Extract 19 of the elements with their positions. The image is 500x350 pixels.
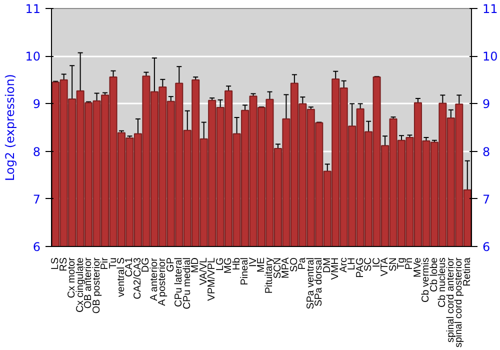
x-tick-label: A posterior [157, 257, 168, 306]
x-tick-label: Pituitary [264, 258, 276, 294]
y-tick-label: 8 [32, 144, 41, 159]
y2-tick-label: 7 [482, 192, 490, 206]
y2-tick-label: 10 [482, 50, 498, 64]
y2-tick-label: 8 [482, 144, 490, 159]
y-tick-label: 9 [32, 97, 41, 112]
y2-tick-label: 9 [482, 97, 490, 112]
y-tick-label: 11 [25, 2, 41, 16]
x-tick-label: ME [256, 257, 267, 272]
y-tick-label: 7 [32, 192, 41, 206]
y2-tick-label: 6 [482, 240, 490, 254]
x-tick-label: Tg [396, 258, 407, 270]
y-tick-label: 6 [32, 240, 41, 254]
x-tick-label: OB posterior [91, 256, 102, 314]
y2-tick-label: 11 [482, 2, 498, 16]
x-tick-label: RS [58, 257, 70, 272]
y-tick-label: 10 [25, 50, 41, 64]
y-axis-title: Log2 (expression) [3, 74, 18, 181]
